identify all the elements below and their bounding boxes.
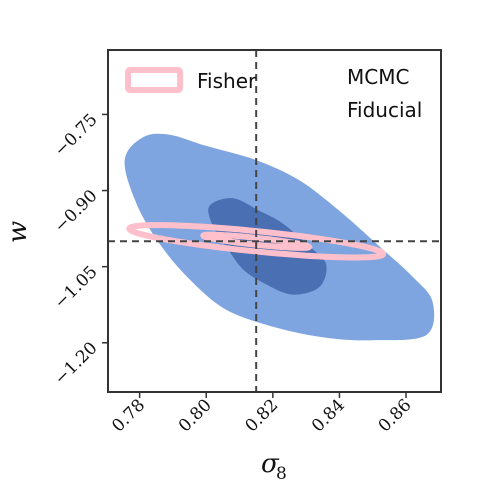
x-tick-label: 0.82 <box>241 395 282 436</box>
y-tick-label: −1.05 <box>51 262 102 313</box>
x-tick-label: 0.84 <box>308 395 349 436</box>
fisher-inner-ellipse <box>200 231 313 251</box>
x-tick-label: 0.78 <box>108 395 149 436</box>
fisher-legend-label: Fisher <box>197 69 257 93</box>
x-tick-label: 0.86 <box>375 395 416 436</box>
mcmc-legend-label: MCMC <box>347 65 409 89</box>
fisher-outer-ellipse <box>126 222 387 261</box>
y-tick-label: −0.75 <box>51 110 102 161</box>
x-axis-label: σ <box>261 449 280 479</box>
x-tick-label: 0.80 <box>175 395 216 436</box>
x-axis-label-subscript: 8 <box>276 464 287 484</box>
y-tick-label: −0.90 <box>51 186 102 237</box>
fiducial-legend-label: Fiducial <box>347 98 422 122</box>
y-axis-ticks: −0.75 −0.90 −1.05 −1.20 <box>51 110 108 389</box>
x-axis-ticks: 0.78 0.80 0.82 0.84 0.86 <box>108 392 416 436</box>
plot-frame <box>107 49 442 393</box>
fisher-legend-swatch <box>125 67 183 93</box>
y-axis-label: w <box>3 221 33 243</box>
y-tick-label: −1.20 <box>51 338 102 389</box>
